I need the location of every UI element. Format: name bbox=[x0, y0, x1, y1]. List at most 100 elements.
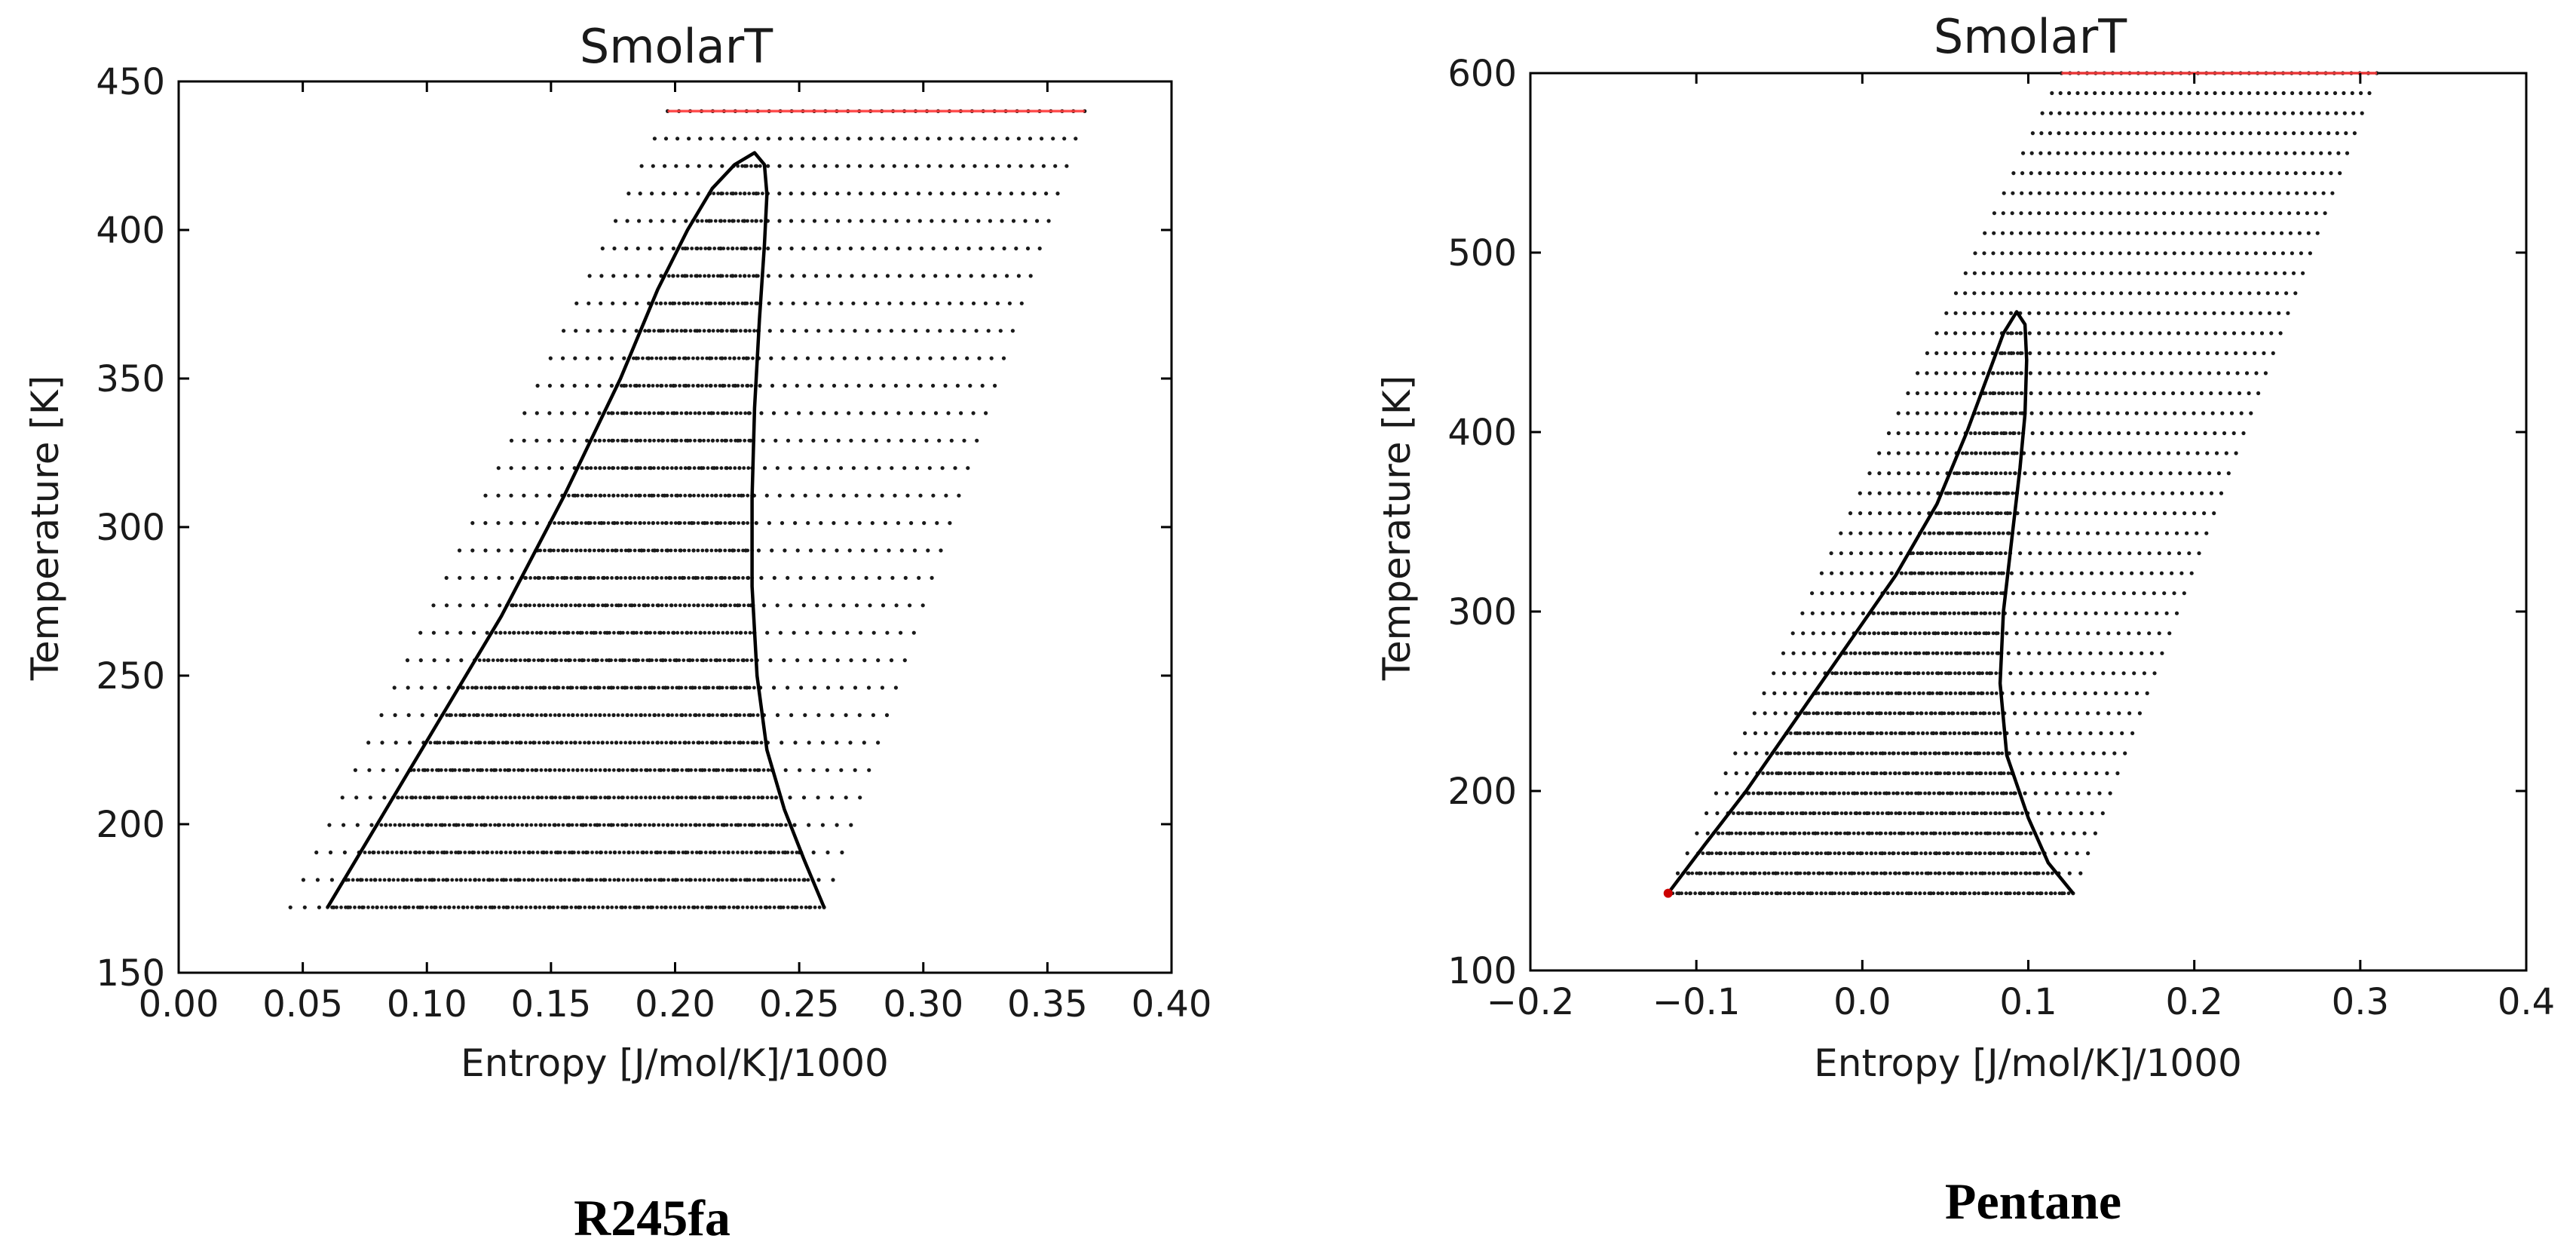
chart-r245fa-point bbox=[368, 796, 372, 800]
chart-pentane-tie-point bbox=[1907, 671, 1912, 676]
chart-r245fa-tie-point bbox=[470, 905, 474, 909]
chart-pentane-tie-point bbox=[2002, 771, 2006, 775]
chart-r245fa-tie-point bbox=[713, 301, 718, 305]
chart-pentane-point bbox=[2050, 431, 2054, 436]
chart-pentane-point bbox=[2028, 191, 2033, 195]
chart-r245fa-tie-point bbox=[498, 630, 503, 635]
chart-pentane-point bbox=[2106, 531, 2110, 535]
chart-pentane-point bbox=[1822, 651, 1827, 655]
chart-pentane-tie-point bbox=[1675, 891, 1680, 896]
chart-r245fa-tie-point bbox=[679, 823, 684, 827]
chart-pentane-tie-point bbox=[1915, 831, 1919, 835]
chart-pentane-tie-point bbox=[1742, 891, 1747, 896]
chart-pentane-point bbox=[2292, 131, 2296, 136]
chart-r245fa-tie-point bbox=[669, 576, 672, 580]
chart-pentane-tie-point bbox=[1783, 891, 1787, 896]
chart-r245fa-tie-point bbox=[652, 411, 656, 415]
chart-pentane-point bbox=[2142, 671, 2146, 676]
chart-r245fa-tie-point bbox=[691, 576, 695, 580]
chart-pentane-point bbox=[2124, 691, 2129, 696]
chart-pentane-tie-point bbox=[1891, 791, 1896, 796]
chart-r245fa-tie-point bbox=[753, 247, 758, 250]
chart-pentane-point bbox=[2118, 231, 2122, 235]
chart-pentane-tie-point bbox=[1851, 891, 1855, 896]
chart-pentane-point bbox=[2222, 111, 2226, 115]
chart-pentane-point bbox=[1972, 311, 1977, 315]
chart-r245fa-point bbox=[876, 658, 881, 663]
chart-r245fa-tie-point bbox=[720, 685, 724, 690]
chart-pentane-point bbox=[2088, 731, 2093, 736]
chart-r245fa-point bbox=[625, 219, 629, 223]
chart-r245fa-tie-point bbox=[724, 713, 728, 717]
chart-pentane-point bbox=[2325, 111, 2329, 115]
chart-r245fa-tie-point bbox=[504, 878, 508, 882]
chart-pentane-point bbox=[1906, 431, 1910, 436]
chart-r245fa-tie-point bbox=[544, 796, 549, 800]
chart-pentane-tie-point bbox=[1944, 651, 1949, 655]
chart-pentane-point bbox=[1916, 431, 1920, 436]
chart-pentane-point bbox=[2281, 90, 2286, 96]
chart-r245fa-tie-point bbox=[711, 823, 715, 827]
chart-r245fa-tie-point bbox=[634, 466, 638, 471]
chart-pentane-point bbox=[2079, 571, 2084, 575]
chart-pentane-tie-point bbox=[1821, 711, 1825, 716]
chart-r245fa-tie-point bbox=[353, 905, 357, 909]
chart-r245fa-point bbox=[793, 521, 798, 526]
chart-pentane-point bbox=[2067, 871, 2072, 875]
chart-r245fa-tie-point bbox=[688, 796, 693, 800]
chart-r245fa-tie-point bbox=[601, 576, 605, 580]
chart-pentane-point bbox=[2351, 111, 2356, 115]
chart-pentane-tie-point bbox=[1710, 851, 1714, 855]
chart-pentane-point bbox=[1953, 371, 1958, 376]
chart-r245fa-tie-point bbox=[754, 905, 758, 909]
chart-pentane-point bbox=[2017, 651, 2021, 655]
chart-r245fa-tie-point bbox=[642, 521, 647, 525]
chart-r245fa-tie-point bbox=[634, 438, 638, 443]
chart-r245fa-tie-point bbox=[737, 713, 742, 717]
chart-pentane-point bbox=[2109, 571, 2114, 575]
chart-r245fa-tie-point bbox=[613, 851, 617, 854]
chart-pentane-point bbox=[2265, 131, 2270, 136]
chart-r245fa-tie-point bbox=[601, 905, 605, 909]
chart-r245fa-tie-point bbox=[731, 301, 736, 305]
chart-r245fa-tie-point bbox=[673, 740, 678, 745]
chart-r245fa-tie-point bbox=[664, 576, 668, 580]
chart-r245fa-tie-point bbox=[455, 740, 460, 745]
chart-r245fa-tie-point bbox=[512, 713, 516, 717]
chart-pentane-point bbox=[2036, 311, 2041, 315]
chart-r245fa-tie-point bbox=[512, 630, 516, 635]
chart-pentane-tie-point bbox=[1811, 831, 1815, 835]
chart-pentane-point bbox=[2008, 311, 2014, 315]
chart-pentane-point bbox=[2048, 391, 2052, 396]
chart-r245fa-tie-point bbox=[734, 274, 738, 278]
chart-pentane-point bbox=[2274, 131, 2279, 136]
chart-r245fa-tie-point bbox=[734, 192, 738, 195]
chart-pentane-tie-point bbox=[1922, 651, 1926, 655]
chart-pentane-point bbox=[2221, 311, 2225, 315]
chart-r245fa-point bbox=[509, 438, 514, 443]
chart-pentane-point bbox=[2283, 151, 2288, 155]
chart-r245fa-tie-point bbox=[678, 493, 683, 498]
chart-pentane-tie-point bbox=[1938, 771, 1943, 775]
chart-pentane-tie-point bbox=[1779, 751, 1784, 756]
chart-pentane-tie-point bbox=[1788, 831, 1793, 835]
chart-r245fa-tie-point bbox=[642, 548, 646, 553]
chart-pentane-point bbox=[2198, 471, 2202, 476]
chart-pentane-point bbox=[2249, 151, 2253, 155]
chart-pentane-point bbox=[2253, 231, 2257, 235]
chart-r245fa-point bbox=[458, 575, 462, 581]
chart-r245fa-tie-point bbox=[717, 247, 721, 250]
chart-pentane-tie-point bbox=[2050, 871, 2054, 875]
chart-r245fa-point bbox=[926, 329, 930, 333]
chart-r245fa-tie-point bbox=[737, 521, 741, 525]
chart-pentane-tie-point bbox=[1839, 731, 1843, 735]
chart-r245fa-tie-point bbox=[614, 905, 619, 909]
chart-pentane-point bbox=[2284, 291, 2289, 296]
chart-r245fa-tie-point bbox=[733, 466, 737, 471]
chart-r245fa-tie-point bbox=[634, 823, 638, 827]
chart-r245fa-tie-point bbox=[463, 796, 467, 800]
chart-pentane-tie-point bbox=[1982, 791, 1986, 796]
chart-r245fa-tie-point bbox=[776, 851, 781, 854]
chart-r245fa-tie-point bbox=[734, 411, 738, 415]
chart-r245fa-point bbox=[522, 521, 526, 526]
